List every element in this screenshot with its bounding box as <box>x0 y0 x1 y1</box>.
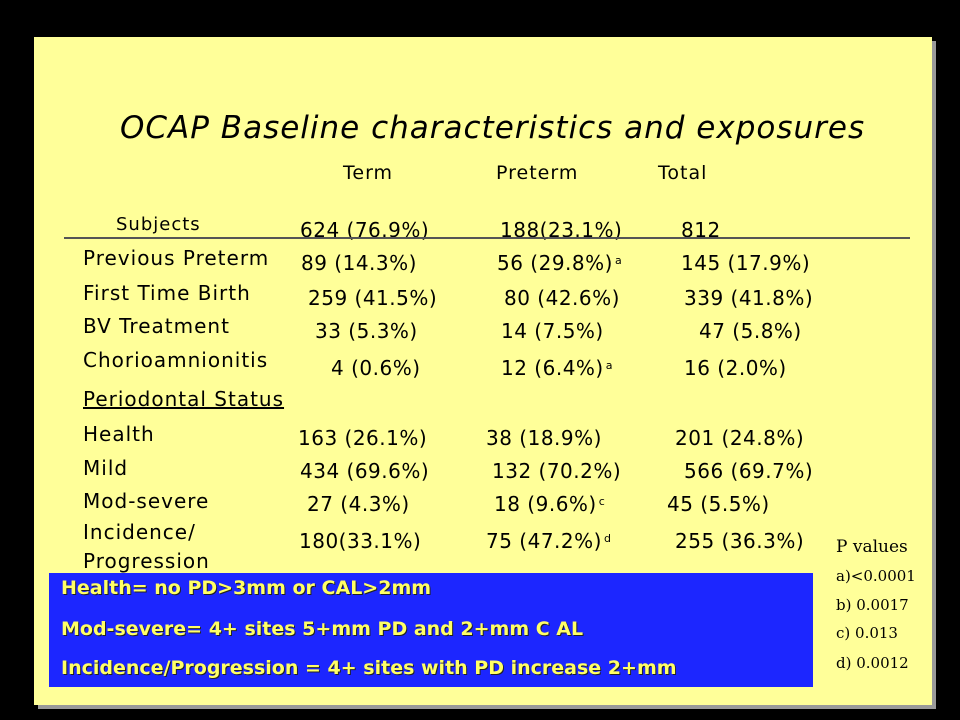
cell-first-time-birth-term: 259 (41.5%) <box>308 286 438 310</box>
cell-incidence-total: 255 (36.3%) <box>675 529 805 553</box>
row-label-bv-treatment: BV Treatment <box>83 314 230 338</box>
footnote-marker: d <box>603 532 612 545</box>
cell-mild-total: 566 (69.7%) <box>684 459 814 483</box>
header-divider <box>64 237 910 239</box>
cell-bv-treatment-total: 47 (5.8%) <box>699 319 802 343</box>
cell-previous-preterm-term: 89 (14.3%) <box>301 251 417 275</box>
p-value-d: d) 0.0012 <box>836 654 909 672</box>
p-value-c: c) 0.013 <box>836 624 898 642</box>
row-label-first-time-birth: First Time Birth <box>83 281 251 305</box>
cell-mild-preterm: 132 (70.2%) <box>492 459 622 483</box>
p-value-b: b) 0.0017 <box>836 596 909 614</box>
column-header-total: Total <box>658 162 708 184</box>
cell-mod-severe-preterm: 18 (9.6%) c <box>494 492 606 516</box>
cell-chorioamnionitis-term: 4 (0.6%) <box>331 356 421 380</box>
cell-bv-treatment-preterm: 14 (7.5%) <box>501 319 604 343</box>
cell-chorioamnionitis-preterm: 12 (6.4%) a <box>501 356 613 380</box>
column-header-preterm: Preterm <box>496 162 579 184</box>
footnote-marker: a <box>605 359 613 372</box>
cell-first-time-birth-total: 339 (41.8%) <box>684 286 814 310</box>
footnote-marker: a <box>614 254 623 267</box>
cell-health-term: 163 (26.1%) <box>298 426 428 450</box>
row-label-progression: Progression <box>83 549 210 573</box>
row-label-subjects: Subjects <box>116 214 201 235</box>
p-values-title: P values <box>836 537 908 557</box>
note-health: Health= no PD>3mm or CAL>2mm <box>61 577 432 599</box>
cell-bv-treatment-term: 33 (5.3%) <box>315 319 418 343</box>
definitions-box: Health= no PD>3mm or CAL>2mm Mod-severe=… <box>49 573 813 687</box>
cell-mod-severe-term: 27 (4.3%) <box>307 492 410 516</box>
note-incidence-progression: Incidence/Progression = 4+ sites with PD… <box>61 657 677 679</box>
cell-previous-preterm-total: 145 (17.9%) <box>681 251 811 275</box>
note-mod-severe: Mod-severe= 4+ sites 5+mm PD and 2+mm C … <box>61 618 584 640</box>
row-label-chorioamnionitis: Chorioamnionitis <box>83 348 269 372</box>
p-value-a: a)<0.0001 <box>836 567 916 585</box>
cell-previous-preterm-preterm: 56 (29.8%) a <box>497 251 623 275</box>
cell-health-total: 201 (24.8%) <box>675 426 805 450</box>
cell-incidence-term: 180(33.1%) <box>299 529 422 553</box>
cell-incidence-preterm: 75 (47.2%) d <box>486 529 612 553</box>
column-header-term: Term <box>343 162 394 184</box>
row-label-previous-preterm: Previous Preterm <box>83 246 270 270</box>
row-label-health: Health <box>83 422 155 446</box>
cell-chorioamnionitis-total: 16 (2.0%) <box>684 356 787 380</box>
section-label-periodontal-status: Periodontal Status <box>83 387 285 411</box>
slide-title: OCAP Baseline characteristics and exposu… <box>120 110 866 146</box>
cell-first-time-birth-preterm: 80 (42.6%) <box>504 286 620 310</box>
cell-health-preterm: 38 (18.9%) <box>486 426 602 450</box>
cell-mild-term: 434 (69.6%) <box>300 459 430 483</box>
row-label-mild: Mild <box>83 456 129 480</box>
cell-mod-severe-total: 45 (5.5%) <box>667 492 770 516</box>
row-label-mod-severe: Mod-severe <box>83 489 210 513</box>
footnote-marker: c <box>598 495 606 508</box>
row-label-incidence: Incidence/ <box>83 520 196 544</box>
